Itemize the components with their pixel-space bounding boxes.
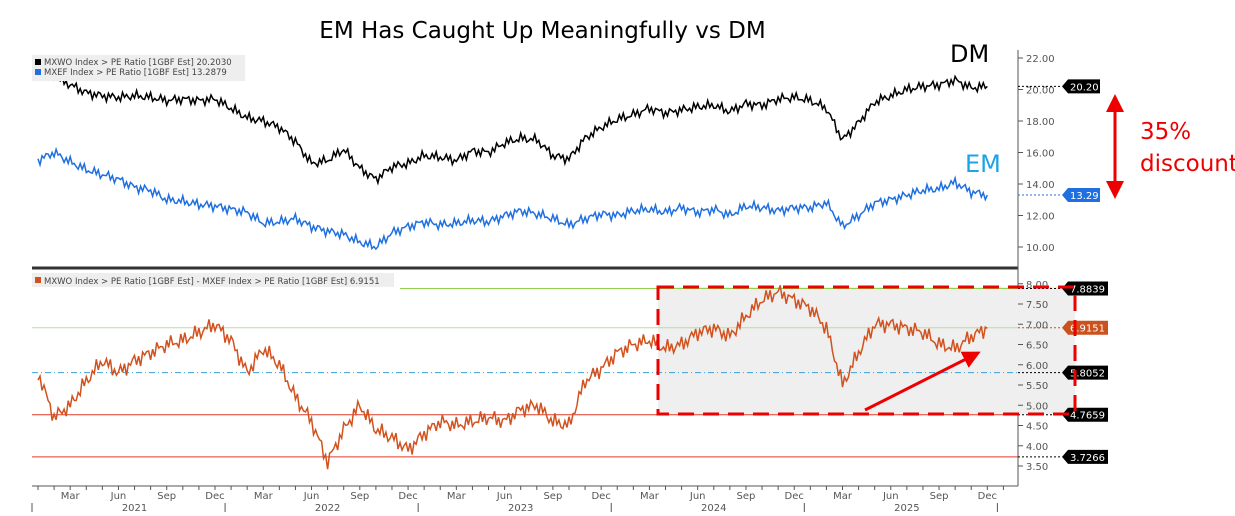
legend-label: MXWO Index > PE Ratio [1GBF Est] - MXEF … bbox=[44, 277, 380, 287]
y-tick-label: 7.00 bbox=[1026, 320, 1048, 331]
year-label: 2023 bbox=[508, 503, 533, 514]
dm-annotation: DM bbox=[950, 40, 990, 68]
discount-pct-annotation: 35% bbox=[1140, 119, 1192, 145]
x-tick-label: Mar bbox=[61, 491, 81, 502]
reference-value-tag: 3.7266 bbox=[1070, 453, 1105, 464]
legend-box bbox=[32, 55, 245, 81]
reference-value-tag: 5.8052 bbox=[1070, 369, 1105, 380]
x-tick-label: Sep bbox=[157, 491, 176, 502]
x-tick-label: Jun bbox=[496, 491, 513, 502]
y-tick-label: 22.00 bbox=[1026, 54, 1055, 65]
x-tick-label: Dec bbox=[785, 491, 804, 502]
y-tick-label: 10.00 bbox=[1026, 243, 1055, 254]
series-line-dm bbox=[37, 68, 988, 186]
reference-value-tag-bg bbox=[1062, 281, 1108, 296]
reference-value-tag-bg bbox=[1062, 407, 1108, 422]
discount-word-annotation: discount bbox=[1140, 151, 1235, 177]
legend-swatch bbox=[35, 59, 41, 65]
legend-label: MXEF Index > PE Ratio [1GBF Est] 13.2879 bbox=[44, 68, 227, 78]
x-tick-label: Sep bbox=[543, 491, 562, 502]
x-tick-label: Jun bbox=[303, 491, 320, 502]
y-tick-label: 3.50 bbox=[1026, 462, 1048, 473]
em-annotation: EM bbox=[965, 150, 1001, 178]
year-label: 2024 bbox=[701, 503, 726, 514]
y-tick-label: 20.00 bbox=[1026, 86, 1055, 97]
x-tick-label: Mar bbox=[833, 491, 853, 502]
x-tick-label: Mar bbox=[447, 491, 467, 502]
y-tick-label: 18.00 bbox=[1026, 117, 1055, 128]
legend-swatch bbox=[35, 277, 41, 283]
reference-value-tag: 4.7659 bbox=[1070, 411, 1105, 422]
series-line-em bbox=[37, 146, 988, 251]
y-tick-label: 4.50 bbox=[1026, 422, 1048, 433]
highlight-box-border bbox=[656, 285, 1077, 416]
y-tick-label: 8.00 bbox=[1026, 280, 1048, 291]
y-tick-label: 14.00 bbox=[1026, 180, 1055, 191]
legend-box bbox=[32, 273, 394, 287]
x-tick-label: Sep bbox=[930, 491, 949, 502]
x-tick-label: Dec bbox=[591, 491, 610, 502]
chart-title: EM Has Caught Up Meaningfully vs DM bbox=[319, 18, 766, 44]
y-tick-label: 6.00 bbox=[1026, 361, 1048, 372]
x-tick-label: Mar bbox=[640, 491, 660, 502]
y-tick-label: 4.00 bbox=[1026, 442, 1048, 453]
last-value-tag: 6.9151 bbox=[1070, 324, 1105, 335]
series-line-spread bbox=[37, 285, 988, 470]
x-tick-label: Sep bbox=[350, 491, 369, 502]
y-tick-label: 6.50 bbox=[1026, 341, 1048, 352]
last-value-tag-bg bbox=[1062, 188, 1100, 203]
x-tick-label: Sep bbox=[737, 491, 756, 502]
trend-arrow bbox=[864, 351, 981, 412]
x-tick-label: Jun bbox=[882, 491, 899, 502]
y-tick-label: 16.00 bbox=[1026, 149, 1055, 160]
reference-value-tag: 7.8839 bbox=[1070, 284, 1105, 295]
year-label: 2025 bbox=[894, 503, 919, 514]
y-tick-label: 5.00 bbox=[1026, 401, 1048, 412]
year-label: 2021 bbox=[122, 503, 147, 514]
x-tick-label: Mar bbox=[254, 491, 274, 502]
x-tick-label: Jun bbox=[689, 491, 706, 502]
last-value-tag: 13.29 bbox=[1070, 191, 1099, 202]
y-tick-label: 5.50 bbox=[1026, 381, 1048, 392]
x-tick-label: Dec bbox=[398, 491, 417, 502]
reference-value-tag-bg bbox=[1062, 449, 1108, 464]
x-tick-label: Jun bbox=[110, 491, 127, 502]
last-value-tag-bg bbox=[1062, 79, 1100, 94]
y-tick-label: 12.00 bbox=[1026, 212, 1055, 223]
year-label: 2022 bbox=[315, 503, 340, 514]
x-tick-label: Dec bbox=[978, 491, 997, 502]
legend-swatch bbox=[35, 69, 41, 75]
y-tick-label: 7.50 bbox=[1026, 300, 1048, 311]
last-value-tag: 20.20 bbox=[1070, 82, 1099, 93]
highlight-box bbox=[658, 287, 1075, 414]
x-tick-label: Dec bbox=[205, 491, 224, 502]
legend-label: MXWO Index > PE Ratio [1GBF Est] 20.2030 bbox=[44, 58, 232, 68]
